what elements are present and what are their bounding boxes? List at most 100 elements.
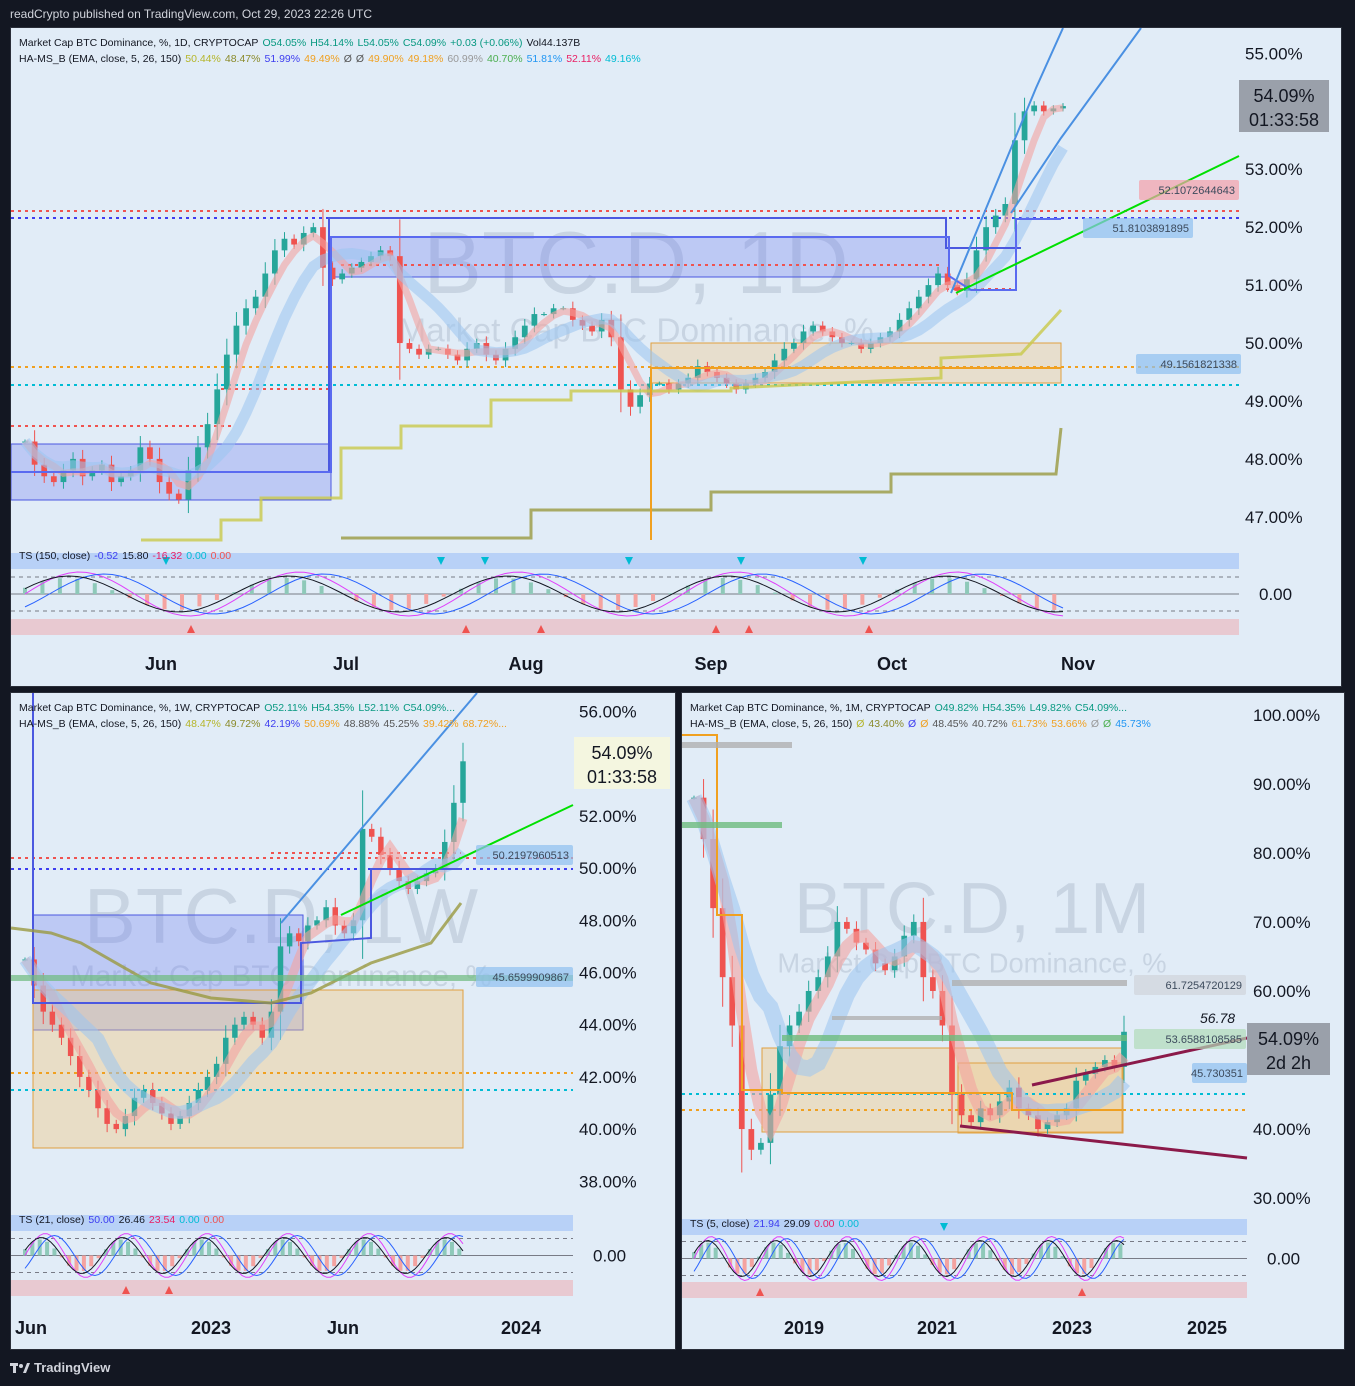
osc-histogram-bar bbox=[75, 578, 80, 594]
osc-histogram-bar bbox=[930, 1258, 935, 1265]
x-axis-tick: Aug bbox=[509, 654, 544, 674]
candle-body bbox=[1102, 1060, 1108, 1067]
osc-histogram-bar bbox=[944, 1258, 949, 1275]
candle-body bbox=[77, 1056, 83, 1077]
osc-histogram-bar bbox=[288, 1241, 293, 1256]
osc-upper-band bbox=[682, 1219, 1247, 1235]
legend-value: 51.99% bbox=[264, 53, 301, 65]
osc-down-marker-icon bbox=[940, 1223, 948, 1231]
last-price: 54.09% bbox=[1253, 86, 1314, 106]
level-label: 56.78 bbox=[1200, 1010, 1235, 1026]
osc-histogram-bar bbox=[96, 1255, 101, 1259]
osc-histogram-bar bbox=[295, 1248, 300, 1256]
legend-value: 29.09 bbox=[783, 1218, 811, 1230]
osc-histogram-bar bbox=[1111, 1242, 1116, 1259]
value-tag: 52.1072644643 bbox=[1139, 180, 1239, 200]
osc-signal-line bbox=[24, 571, 1064, 617]
candle-body bbox=[1121, 1031, 1127, 1067]
osc-main-line bbox=[24, 1234, 464, 1277]
osc-histogram-bar bbox=[133, 1248, 138, 1256]
candle-body bbox=[915, 296, 922, 309]
fast-ma-ribbon bbox=[21, 817, 468, 1125]
legend-value: Vol44.137B bbox=[526, 37, 581, 49]
y-axis-tick: 70.00% bbox=[1253, 913, 1311, 932]
legend-value: 15.80 bbox=[122, 550, 149, 562]
legend-value: 50.69% bbox=[304, 718, 340, 730]
candle-body bbox=[777, 1046, 783, 1095]
candle bbox=[1012, 112, 1018, 232]
candle-body bbox=[550, 308, 557, 315]
legend-value: 49.90% bbox=[368, 53, 404, 65]
legend-value: L49.82% bbox=[1029, 702, 1072, 714]
candle bbox=[637, 388, 643, 414]
price-tag: 54.09% 2d 2h bbox=[1247, 1023, 1330, 1075]
legend-value: Ø bbox=[343, 53, 352, 65]
osc-histogram-bar bbox=[785, 1252, 790, 1259]
osc-up-marker-icon bbox=[865, 625, 873, 633]
legend-value: 48.45% bbox=[932, 718, 968, 730]
candle bbox=[233, 312, 240, 369]
last-price: 54.09% bbox=[591, 743, 652, 763]
osc-histogram-bar bbox=[1017, 1258, 1022, 1273]
osc-histogram-bar bbox=[877, 594, 882, 598]
osc-up-marker-icon bbox=[712, 625, 720, 633]
osc-histogram-bar bbox=[685, 585, 690, 594]
y-axis-tick: 47.00% bbox=[1245, 508, 1303, 527]
osc-histogram-bar bbox=[937, 1258, 942, 1273]
candle-body bbox=[310, 227, 317, 233]
osc-histogram-bar bbox=[981, 1243, 986, 1259]
value-tag-text: 53.6588108585 bbox=[1166, 1034, 1242, 1046]
value-tag: 50.2197960513 bbox=[476, 845, 573, 865]
candle-body bbox=[113, 1123, 119, 1130]
legend-value: 0.00 bbox=[210, 550, 232, 562]
y-axis-tick: 42.00% bbox=[579, 1068, 637, 1087]
candle-body bbox=[781, 348, 788, 361]
osc-histogram-bar bbox=[40, 581, 45, 594]
osc-histogram-bar bbox=[771, 1242, 776, 1259]
daily-chart-panel[interactable]: BTC.D, 1D Market Cap BTC Dominance, % 55.0… bbox=[10, 27, 1342, 687]
monthly-chart-panel[interactable]: BTC.D, 1M Market Cap BTC Dominance, % 100.… bbox=[681, 692, 1345, 1350]
candle-body bbox=[949, 1025, 955, 1095]
osc-histogram-bar bbox=[860, 594, 865, 605]
osc-histogram-bar bbox=[435, 1242, 440, 1256]
osc-down-marker-icon bbox=[859, 557, 867, 565]
y-axis-tick: 40.00% bbox=[579, 1120, 637, 1139]
osc-histogram-bar bbox=[965, 581, 970, 594]
candle bbox=[396, 219, 403, 380]
candle-body bbox=[771, 360, 778, 372]
y-axis-tick: 56.00% bbox=[579, 702, 637, 721]
osc-histogram-bar bbox=[449, 1241, 454, 1256]
legend-value: 68.72%... bbox=[462, 718, 507, 730]
candle-body bbox=[378, 836, 384, 856]
candle-body bbox=[800, 331, 807, 344]
legend-value: 26.46 bbox=[118, 1214, 145, 1226]
value-tag-bg bbox=[1139, 180, 1239, 200]
osc-histogram-bar bbox=[843, 1243, 848, 1259]
x-axis-tick: 2023 bbox=[1052, 1318, 1092, 1338]
osc-histogram-bar bbox=[494, 578, 499, 594]
candle bbox=[1021, 97, 1028, 154]
legend-value: 51.81% bbox=[526, 53, 563, 65]
legend-value: 42.19% bbox=[264, 718, 301, 730]
value-tag: 45.6599909867 bbox=[476, 967, 573, 987]
candle-body bbox=[694, 366, 701, 378]
osc-zero-label: 0.00 bbox=[1259, 585, 1292, 604]
y-axis-tick: 55.00% bbox=[1245, 44, 1303, 63]
osc-up-marker-icon bbox=[756, 1288, 764, 1296]
legend-value: 40.72% bbox=[972, 718, 1008, 730]
x-axis-tick: 2019 bbox=[784, 1318, 824, 1338]
candle bbox=[286, 926, 293, 954]
candle bbox=[958, 1084, 965, 1126]
candle-body bbox=[213, 1063, 220, 1077]
osc-histogram-bar bbox=[829, 1250, 834, 1259]
osc-histogram-bar bbox=[790, 594, 795, 601]
value-tag-bg bbox=[1136, 354, 1241, 374]
candle-body bbox=[704, 366, 711, 372]
candle-body bbox=[958, 1094, 965, 1116]
osc-histogram-bar bbox=[1052, 594, 1057, 610]
osc-histogram-bar bbox=[232, 592, 237, 594]
